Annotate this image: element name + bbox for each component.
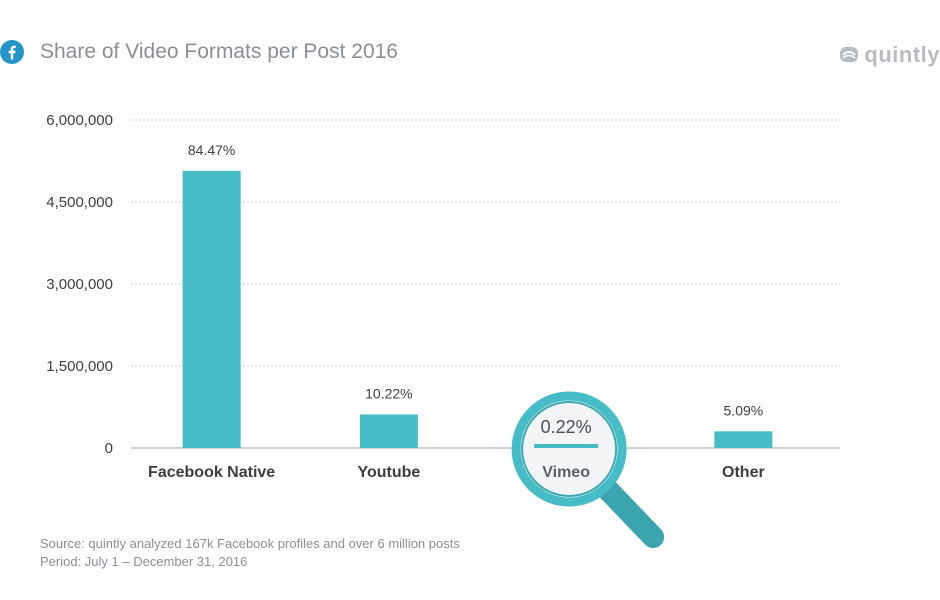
brand-name: quintly bbox=[864, 42, 940, 67]
y-tick-label: 3,000,000 bbox=[46, 276, 113, 293]
magnifier-rim-icon bbox=[521, 401, 618, 497]
quintly-logo-icon bbox=[840, 47, 859, 62]
y-tick-label: 0 bbox=[105, 440, 113, 457]
x-tick-label: Other bbox=[722, 464, 765, 481]
y-tick-label: 4,500,000 bbox=[46, 194, 113, 211]
x-tick-label: Facebook Native bbox=[148, 464, 275, 481]
facebook-icon bbox=[0, 40, 24, 64]
data-label: 5.09% bbox=[724, 402, 764, 418]
magnifier-handle-icon bbox=[596, 478, 665, 548]
period-line: Period: July 1 – December 31, 2016 bbox=[40, 554, 248, 569]
chart-title: Share of Video Formats per Post 2016 bbox=[40, 40, 398, 63]
bar bbox=[534, 444, 599, 448]
bar bbox=[714, 431, 773, 448]
magnifier-lens-icon bbox=[511, 391, 627, 507]
x-tick-label: Youtube bbox=[357, 464, 420, 481]
data-label: 84.47% bbox=[188, 142, 235, 158]
source-note: Source: quintly analyzed 167k Facebook p… bbox=[40, 535, 460, 571]
source-line: Source: quintly analyzed 167k Facebook p… bbox=[40, 536, 460, 551]
y-tick-label: 6,000,000 bbox=[46, 112, 113, 129]
y-tick-label: 1,500,000 bbox=[46, 358, 113, 375]
bar bbox=[359, 414, 418, 448]
brand-logo: quintly bbox=[839, 42, 940, 68]
x-tick-label: Vimeo bbox=[542, 464, 590, 481]
chart-header: Share of Video Formats per Post 2016 qui… bbox=[0, 36, 940, 70]
data-label: 10.22% bbox=[365, 385, 412, 401]
data-label: 0.22% bbox=[541, 417, 592, 437]
bar bbox=[182, 170, 241, 448]
